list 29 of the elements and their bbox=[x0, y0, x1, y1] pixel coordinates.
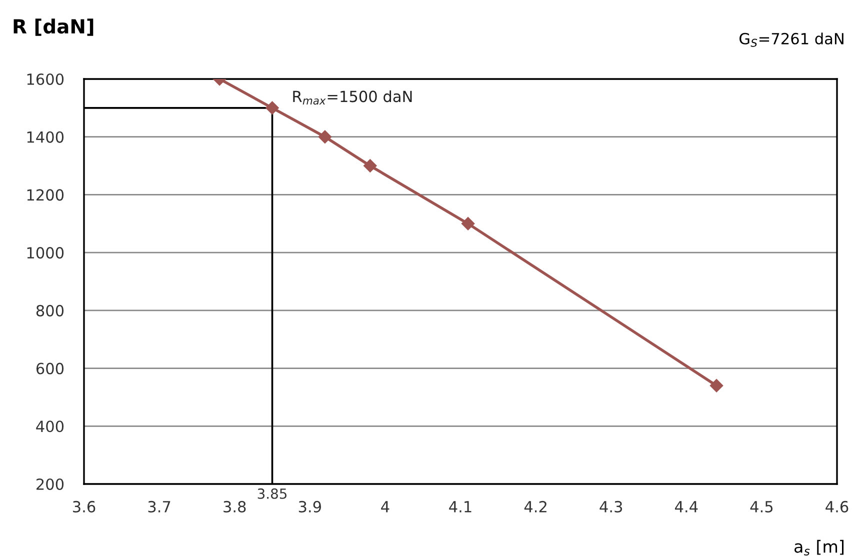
x-tick-label: 3.9 bbox=[298, 500, 321, 512]
point bbox=[318, 130, 332, 144]
x-tick-label: 4.2 bbox=[524, 500, 546, 512]
x-tick-label: 4.6 bbox=[826, 500, 848, 512]
x-tick-label: 4.3 bbox=[600, 500, 622, 512]
x-tick-label: 3.6 bbox=[73, 500, 96, 512]
annotation: R$_{max}$=1500 daN bbox=[293, 90, 412, 105]
y-tick-label: 1600 bbox=[27, 73, 64, 86]
x-axis-title: a$_{s}$ [m] bbox=[794, 540, 844, 556]
x-tick-label: 4.4 bbox=[675, 501, 698, 512]
y-tick-label: 1400 bbox=[27, 131, 64, 143]
x-tick-label: 3.7 bbox=[148, 500, 170, 512]
y-tick-label: 1200 bbox=[27, 189, 64, 201]
x-tick-label: 4 bbox=[381, 501, 390, 512]
x-tick-label: 3.8 bbox=[224, 500, 246, 512]
point bbox=[364, 159, 377, 172]
text: G$_{S}$=7261 daN bbox=[740, 32, 844, 47]
y-tick-label: 400 bbox=[36, 420, 64, 432]
point bbox=[710, 379, 724, 392]
y-tick-label: 600 bbox=[36, 362, 64, 374]
x-tick-label: 4.5 bbox=[750, 501, 773, 512]
point bbox=[461, 217, 475, 230]
y-tick-label: 800 bbox=[36, 304, 64, 316]
point bbox=[266, 101, 279, 115]
x-tick-label: 4.1 bbox=[449, 501, 472, 512]
y-tick-label: 1000 bbox=[27, 247, 64, 259]
y-tick-label: 200 bbox=[36, 478, 64, 490]
ref-line-label: 3.85 bbox=[258, 488, 286, 499]
y-axis-title: R [daN] bbox=[14, 18, 94, 36]
